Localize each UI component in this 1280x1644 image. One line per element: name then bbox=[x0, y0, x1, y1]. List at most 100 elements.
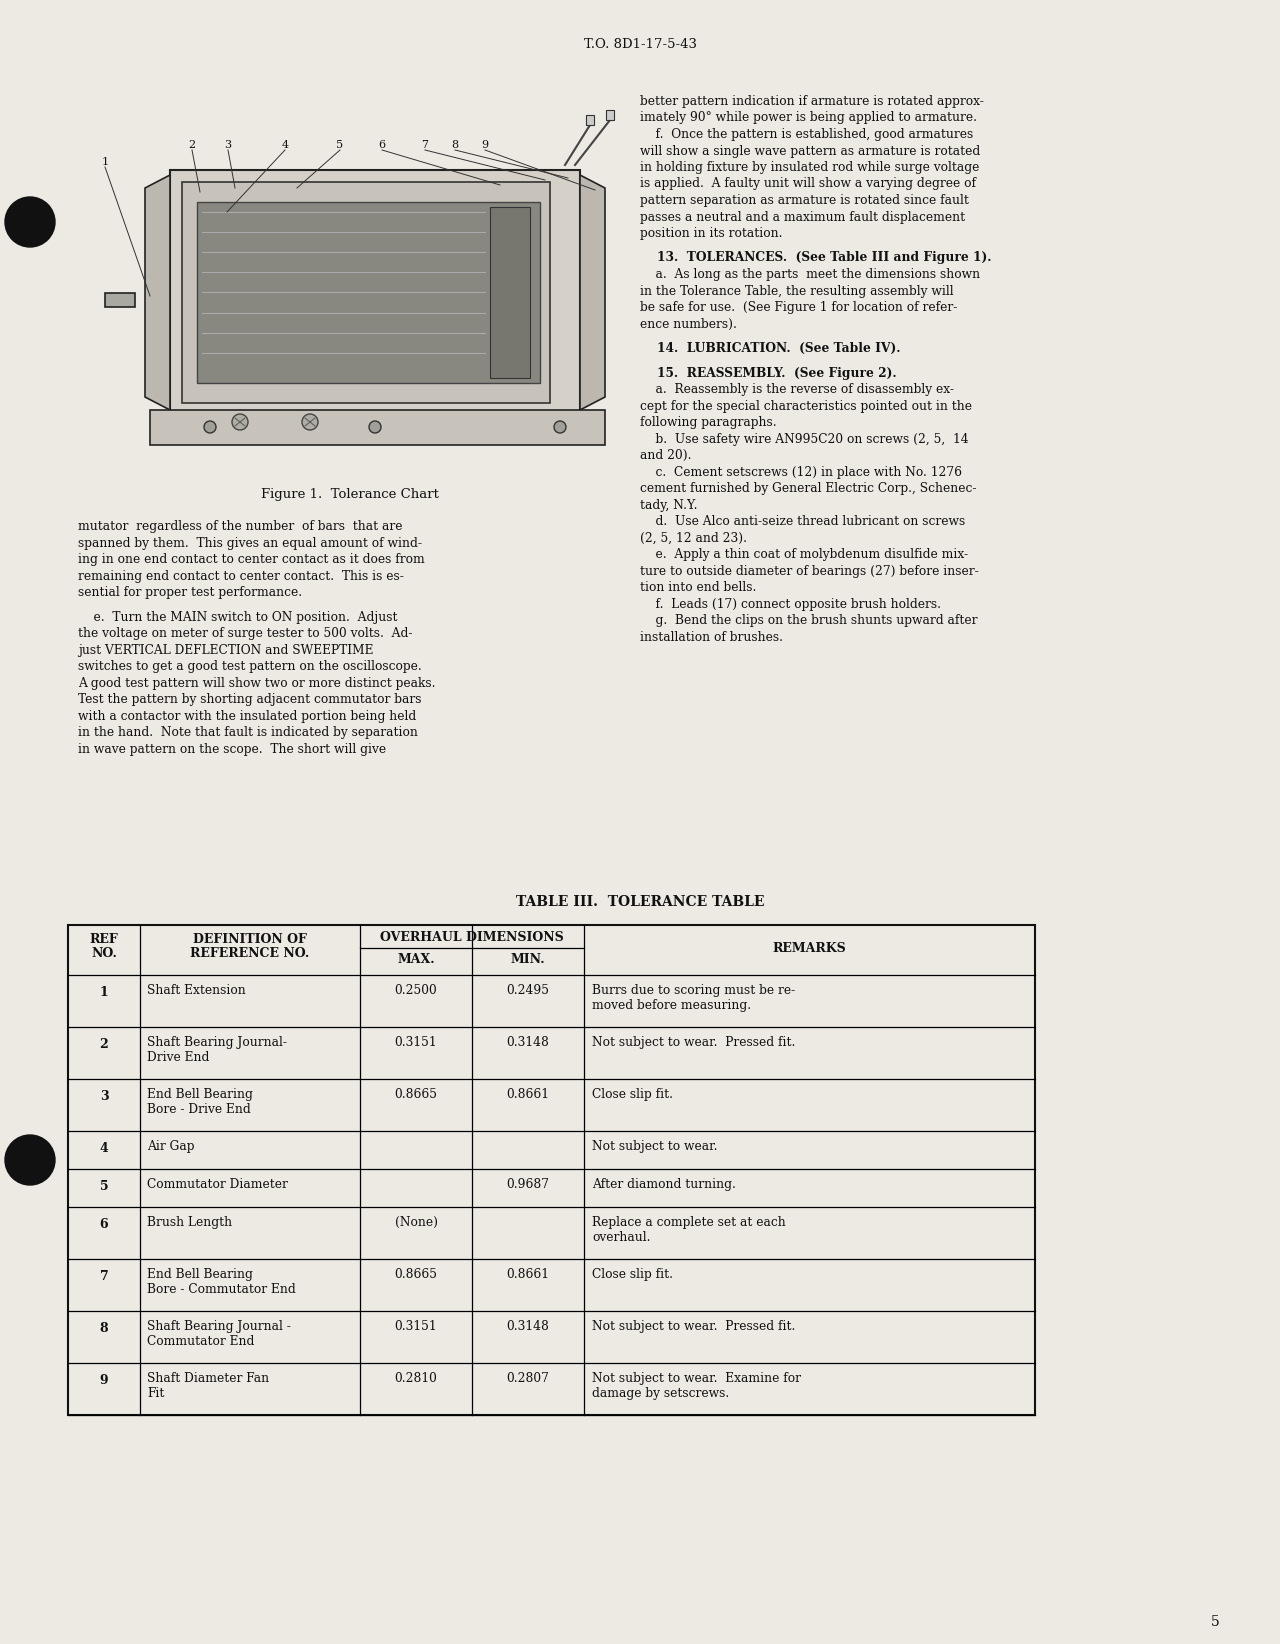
Text: Not subject to wear.  Pressed fit.: Not subject to wear. Pressed fit. bbox=[591, 1320, 795, 1333]
Text: Commutator Diameter: Commutator Diameter bbox=[147, 1179, 288, 1190]
Circle shape bbox=[554, 421, 566, 432]
Text: Not subject to wear.  Pressed fit.: Not subject to wear. Pressed fit. bbox=[591, 1036, 795, 1049]
Text: Shaft Extension: Shaft Extension bbox=[147, 985, 246, 996]
Text: 3: 3 bbox=[224, 140, 232, 150]
Text: 0.3148: 0.3148 bbox=[507, 1036, 549, 1049]
Text: 9: 9 bbox=[100, 1374, 109, 1388]
Text: End Bell Bearing: End Bell Bearing bbox=[147, 1088, 253, 1101]
Text: f.  Leads (17) connect opposite brush holders.: f. Leads (17) connect opposite brush hol… bbox=[640, 597, 941, 610]
Bar bbox=[197, 202, 540, 383]
Text: Drive End: Drive End bbox=[147, 1051, 210, 1064]
Text: in wave pattern on the scope.  The short will give: in wave pattern on the scope. The short … bbox=[78, 743, 387, 756]
Bar bbox=[100, 100, 600, 465]
Bar bbox=[586, 115, 594, 125]
Text: b.  Use safety wire AN995C20 on screws (2, 5,  14: b. Use safety wire AN995C20 on screws (2… bbox=[640, 432, 969, 446]
Text: Bore - Commutator End: Bore - Commutator End bbox=[147, 1282, 296, 1295]
Text: MIN.: MIN. bbox=[511, 954, 545, 967]
Text: tady, N.Y.: tady, N.Y. bbox=[640, 498, 698, 511]
Text: Not subject to wear.  Examine for: Not subject to wear. Examine for bbox=[591, 1373, 801, 1384]
Text: ture to outside diameter of bearings (27) before inser-: ture to outside diameter of bearings (27… bbox=[640, 564, 979, 577]
Text: After diamond turning.: After diamond turning. bbox=[591, 1179, 736, 1190]
Text: c.  Cement setscrews (12) in place with No. 1276: c. Cement setscrews (12) in place with N… bbox=[640, 465, 963, 478]
Bar bbox=[68, 926, 1036, 1415]
Text: 0.8661: 0.8661 bbox=[507, 1268, 549, 1281]
Text: pattern separation as armature is rotated since fault: pattern separation as armature is rotate… bbox=[640, 194, 969, 207]
Text: a.  As long as the parts  meet the dimensions shown: a. As long as the parts meet the dimensi… bbox=[640, 268, 980, 281]
Text: in holding fixture by insulated rod while surge voltage: in holding fixture by insulated rod whil… bbox=[640, 161, 979, 174]
Circle shape bbox=[232, 414, 248, 431]
Text: 7: 7 bbox=[421, 140, 429, 150]
Text: 3: 3 bbox=[100, 1090, 109, 1103]
Text: damage by setscrews.: damage by setscrews. bbox=[591, 1388, 730, 1401]
Text: 0.3151: 0.3151 bbox=[394, 1320, 438, 1333]
Text: 1: 1 bbox=[101, 156, 109, 168]
Text: 0.2500: 0.2500 bbox=[394, 985, 438, 996]
Text: (None): (None) bbox=[394, 1217, 438, 1230]
Text: moved before measuring.: moved before measuring. bbox=[591, 1000, 751, 1013]
Text: ing in one end contact to center contact as it does from: ing in one end contact to center contact… bbox=[78, 552, 425, 566]
Text: 4: 4 bbox=[282, 140, 288, 150]
Text: f.  Once the pattern is established, good armatures: f. Once the pattern is established, good… bbox=[640, 128, 973, 141]
Bar bbox=[490, 207, 530, 378]
Text: a.  Reassembly is the reverse of disassembly ex-: a. Reassembly is the reverse of disassem… bbox=[640, 383, 954, 396]
Text: 6: 6 bbox=[379, 140, 385, 150]
Text: in the hand.  Note that fault is indicated by separation: in the hand. Note that fault is indicate… bbox=[78, 727, 417, 740]
Text: A good test pattern will show two or more distinct peaks.: A good test pattern will show two or mor… bbox=[78, 676, 435, 689]
Text: 6: 6 bbox=[100, 1218, 109, 1231]
Text: 0.3151: 0.3151 bbox=[394, 1036, 438, 1049]
Text: End Bell Bearing: End Bell Bearing bbox=[147, 1268, 253, 1281]
Text: 9: 9 bbox=[481, 140, 489, 150]
Circle shape bbox=[204, 421, 216, 432]
Text: REF: REF bbox=[90, 934, 118, 945]
Text: Shaft Diameter Fan: Shaft Diameter Fan bbox=[147, 1373, 269, 1384]
Polygon shape bbox=[145, 174, 170, 409]
Text: 2: 2 bbox=[100, 1037, 109, 1051]
Text: Close slip fit.: Close slip fit. bbox=[591, 1088, 673, 1101]
Text: position in its rotation.: position in its rotation. bbox=[640, 227, 782, 240]
Text: 8: 8 bbox=[100, 1322, 109, 1335]
Text: 7: 7 bbox=[100, 1271, 109, 1282]
Text: cept for the special characteristics pointed out in the: cept for the special characteristics poi… bbox=[640, 399, 972, 413]
Text: 5: 5 bbox=[337, 140, 343, 150]
Text: be safe for use.  (See Figure 1 for location of refer-: be safe for use. (See Figure 1 for locat… bbox=[640, 301, 957, 314]
Text: DEFINITION OF: DEFINITION OF bbox=[193, 934, 307, 945]
Text: MAX.: MAX. bbox=[397, 954, 435, 967]
Text: 0.8665: 0.8665 bbox=[394, 1268, 438, 1281]
Text: Burrs due to scoring must be re-: Burrs due to scoring must be re- bbox=[591, 985, 795, 996]
Text: Commutator End: Commutator End bbox=[147, 1335, 255, 1348]
Text: 14.  LUBRICATION.  (See Table IV).: 14. LUBRICATION. (See Table IV). bbox=[640, 342, 901, 355]
Text: Fit: Fit bbox=[147, 1388, 164, 1401]
Text: tion into end bells.: tion into end bells. bbox=[640, 580, 756, 593]
Text: REFERENCE NO.: REFERENCE NO. bbox=[191, 947, 310, 960]
Text: better pattern indication if armature is rotated approx-: better pattern indication if armature is… bbox=[640, 95, 984, 109]
Text: 0.2495: 0.2495 bbox=[507, 985, 549, 996]
Text: overhaul.: overhaul. bbox=[591, 1231, 650, 1245]
Text: mutator  regardless of the number  of bars  that are: mutator regardless of the number of bars… bbox=[78, 520, 402, 533]
Text: NO.: NO. bbox=[91, 947, 116, 960]
Text: 5: 5 bbox=[100, 1180, 109, 1194]
Text: e.  Turn the MAIN switch to ON position.  Adjust: e. Turn the MAIN switch to ON position. … bbox=[78, 610, 398, 623]
Circle shape bbox=[5, 1134, 55, 1185]
Text: g.  Bend the clips on the brush shunts upward after: g. Bend the clips on the brush shunts up… bbox=[640, 613, 978, 626]
Text: Brush Length: Brush Length bbox=[147, 1217, 232, 1230]
Text: 15.  REASSEMBLY.  (See Figure 2).: 15. REASSEMBLY. (See Figure 2). bbox=[640, 367, 896, 380]
Bar bbox=[105, 293, 134, 307]
Circle shape bbox=[302, 414, 317, 431]
Text: 8: 8 bbox=[452, 140, 458, 150]
Text: imately 90° while power is being applied to armature.: imately 90° while power is being applied… bbox=[640, 112, 977, 125]
Text: is applied.  A faulty unit will show a varying degree of: is applied. A faulty unit will show a va… bbox=[640, 178, 977, 191]
Bar bbox=[605, 110, 614, 120]
Bar bbox=[170, 169, 580, 414]
Text: just VERTICAL DEFLECTION and SWEEPTIME: just VERTICAL DEFLECTION and SWEEPTIME bbox=[78, 643, 374, 656]
Text: installation of brushes.: installation of brushes. bbox=[640, 631, 783, 643]
Text: T.O. 8D1-17-5-43: T.O. 8D1-17-5-43 bbox=[584, 38, 696, 51]
Text: 0.9687: 0.9687 bbox=[507, 1179, 549, 1190]
Text: 0.8665: 0.8665 bbox=[394, 1088, 438, 1101]
Text: 0.2810: 0.2810 bbox=[394, 1373, 438, 1384]
Text: REMARKS: REMARKS bbox=[772, 942, 846, 955]
Text: Air Gap: Air Gap bbox=[147, 1139, 195, 1152]
Text: 0.3148: 0.3148 bbox=[507, 1320, 549, 1333]
Text: e.  Apply a thin coat of molybdenum disulfide mix-: e. Apply a thin coat of molybdenum disul… bbox=[640, 547, 968, 561]
Text: following paragraphs.: following paragraphs. bbox=[640, 416, 777, 429]
Circle shape bbox=[5, 197, 55, 247]
